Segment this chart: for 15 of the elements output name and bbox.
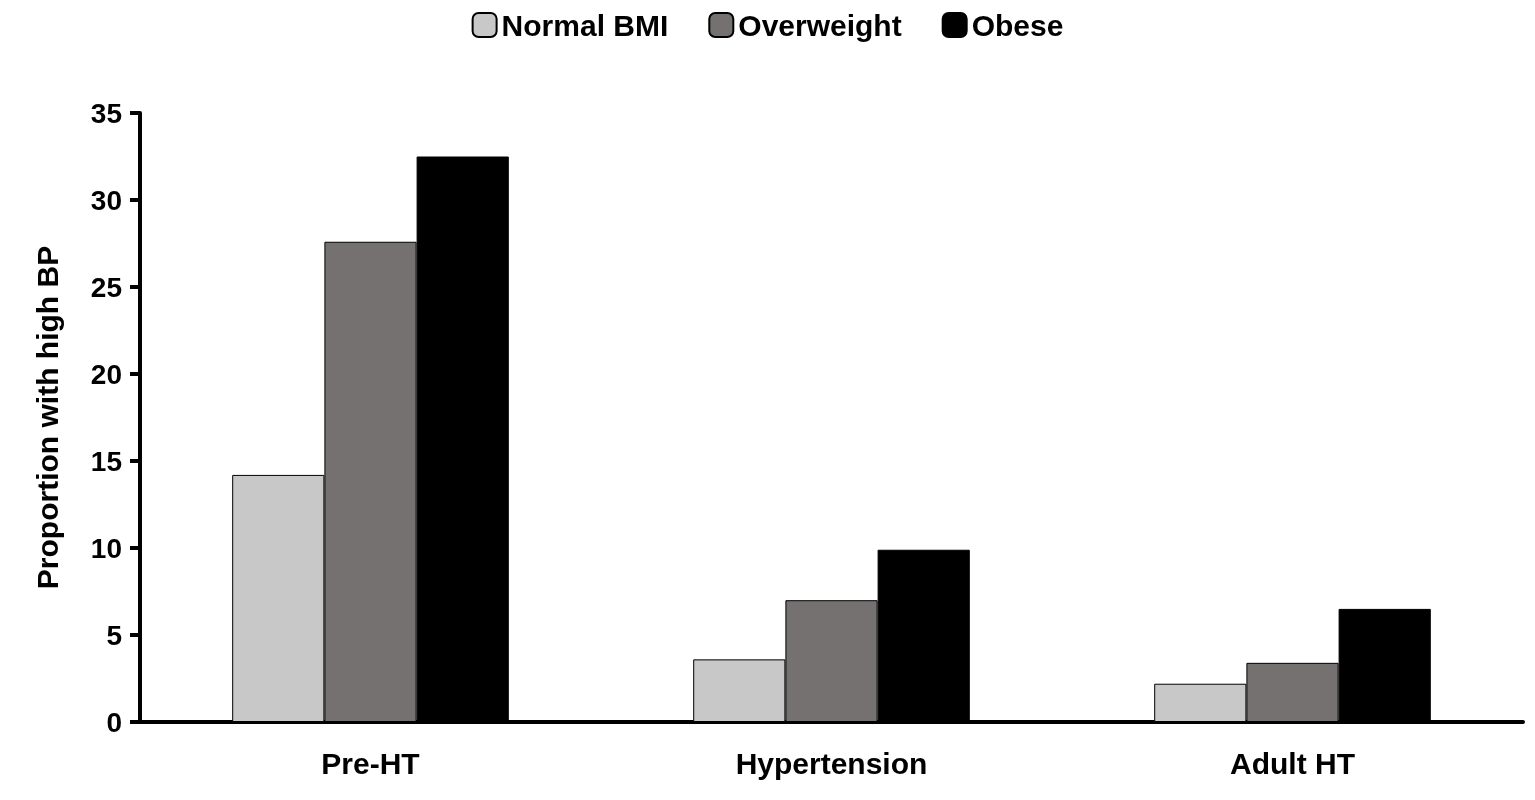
- y-tick-label: 0: [106, 706, 122, 738]
- y-axis-title: Proportion with high BP: [30, 245, 64, 590]
- x-tick-label: Pre-HT: [321, 746, 420, 780]
- legend-label: Obese: [971, 8, 1064, 42]
- y-tick-label: 15: [90, 445, 122, 477]
- x-tick-label: Hypertension: [735, 746, 928, 780]
- y-tick-label: 20: [90, 358, 122, 390]
- y-tick-label: 10: [90, 532, 122, 564]
- y-tick-label: 25: [90, 271, 122, 303]
- y-tick-label: 30: [90, 184, 122, 216]
- y-tick-label: 5: [106, 619, 122, 651]
- y-tick-label: 35: [90, 97, 122, 129]
- legend-label: Overweight: [738, 8, 902, 42]
- legend-label: Normal BMI: [501, 8, 669, 42]
- x-tick-label: Adult HT: [1230, 746, 1355, 780]
